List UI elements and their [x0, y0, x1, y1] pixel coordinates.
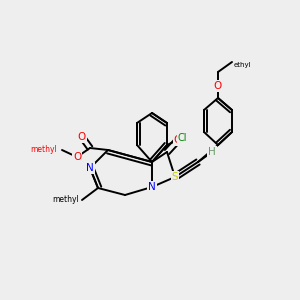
Text: ethyl: ethyl [234, 62, 252, 68]
Text: Cl: Cl [177, 133, 187, 143]
Text: H: H [208, 147, 216, 157]
Text: O: O [174, 135, 182, 145]
Text: methyl: methyl [30, 146, 57, 154]
Text: N: N [86, 163, 94, 173]
Text: O: O [214, 81, 222, 91]
Text: O: O [73, 152, 81, 162]
Text: S: S [172, 172, 178, 182]
Text: methyl: methyl [52, 196, 79, 205]
Text: N: N [148, 182, 156, 192]
Text: O: O [78, 132, 86, 142]
